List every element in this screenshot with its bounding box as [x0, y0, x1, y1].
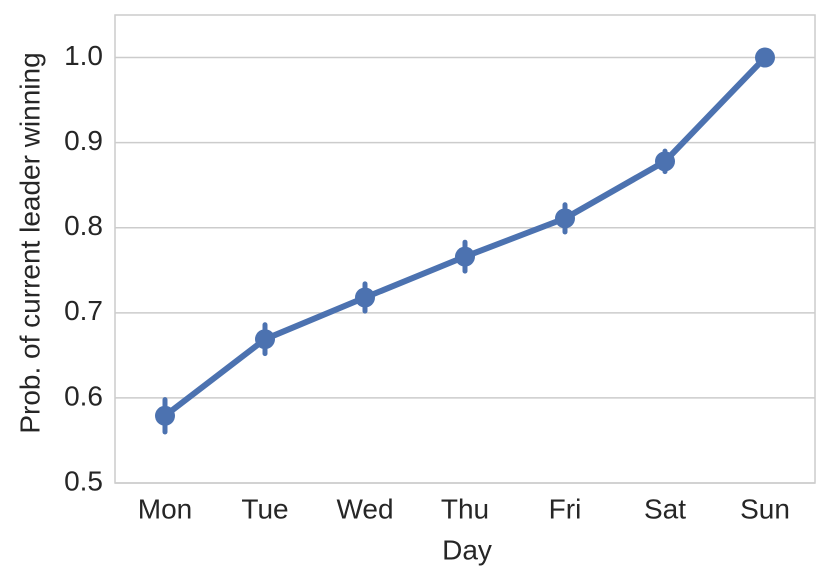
- point: [355, 287, 375, 308]
- x-tick-label: Mon: [138, 493, 192, 524]
- y-tick-label: 0.7: [64, 295, 103, 326]
- y-axis-label: Prob. of current leader winning: [14, 52, 45, 433]
- y-tick-label: 0.8: [64, 210, 103, 241]
- point: [255, 329, 275, 350]
- y-tick-label: 0.5: [64, 465, 103, 496]
- x-tick-label: Sat: [644, 493, 686, 524]
- x-tick-label: Thu: [441, 493, 489, 524]
- y-tick-label: 0.9: [64, 125, 103, 156]
- x-tick-label: Tue: [241, 493, 288, 524]
- x-tick-label: Sun: [740, 493, 790, 524]
- point: [155, 405, 175, 426]
- x-tick-label: Fri: [549, 493, 582, 524]
- point: [555, 208, 575, 229]
- y-tick-label: 0.6: [64, 380, 103, 411]
- y-tick-label: 1.0: [64, 40, 103, 71]
- point: [455, 246, 475, 267]
- x-axis-label: Day: [442, 534, 492, 565]
- point: [655, 151, 675, 172]
- x-tick-label: Wed: [336, 493, 393, 524]
- point: [755, 47, 775, 68]
